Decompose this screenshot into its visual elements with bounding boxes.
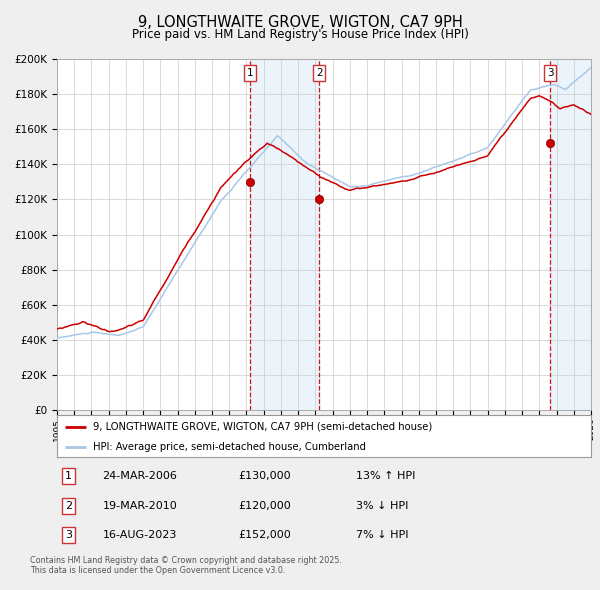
Text: 2: 2 xyxy=(316,68,322,78)
Text: 7% ↓ HPI: 7% ↓ HPI xyxy=(356,530,409,540)
Text: Price paid vs. HM Land Registry's House Price Index (HPI): Price paid vs. HM Land Registry's House … xyxy=(131,28,469,41)
Text: £130,000: £130,000 xyxy=(239,471,291,481)
Text: 19-MAR-2010: 19-MAR-2010 xyxy=(103,501,177,510)
Text: 9, LONGTHWAITE GROVE, WIGTON, CA7 9PH: 9, LONGTHWAITE GROVE, WIGTON, CA7 9PH xyxy=(137,15,463,30)
Text: £152,000: £152,000 xyxy=(239,530,292,540)
Text: 13% ↑ HPI: 13% ↑ HPI xyxy=(356,471,415,481)
Text: Contains HM Land Registry data © Crown copyright and database right 2025.
This d: Contains HM Land Registry data © Crown c… xyxy=(30,556,342,575)
Text: 9, LONGTHWAITE GROVE, WIGTON, CA7 9PH (semi-detached house): 9, LONGTHWAITE GROVE, WIGTON, CA7 9PH (s… xyxy=(94,422,433,432)
Text: HPI: Average price, semi-detached house, Cumberland: HPI: Average price, semi-detached house,… xyxy=(94,442,367,451)
Text: 1: 1 xyxy=(65,471,72,481)
Text: 3% ↓ HPI: 3% ↓ HPI xyxy=(356,501,409,510)
Text: 3: 3 xyxy=(65,530,72,540)
Bar xyxy=(250,59,319,410)
Bar xyxy=(550,59,591,410)
Text: 2: 2 xyxy=(65,501,73,510)
Text: 16-AUG-2023: 16-AUG-2023 xyxy=(103,530,177,540)
Text: 24-MAR-2006: 24-MAR-2006 xyxy=(103,471,177,481)
Text: £120,000: £120,000 xyxy=(239,501,292,510)
Text: 3: 3 xyxy=(547,68,553,78)
Text: 1: 1 xyxy=(247,68,254,78)
